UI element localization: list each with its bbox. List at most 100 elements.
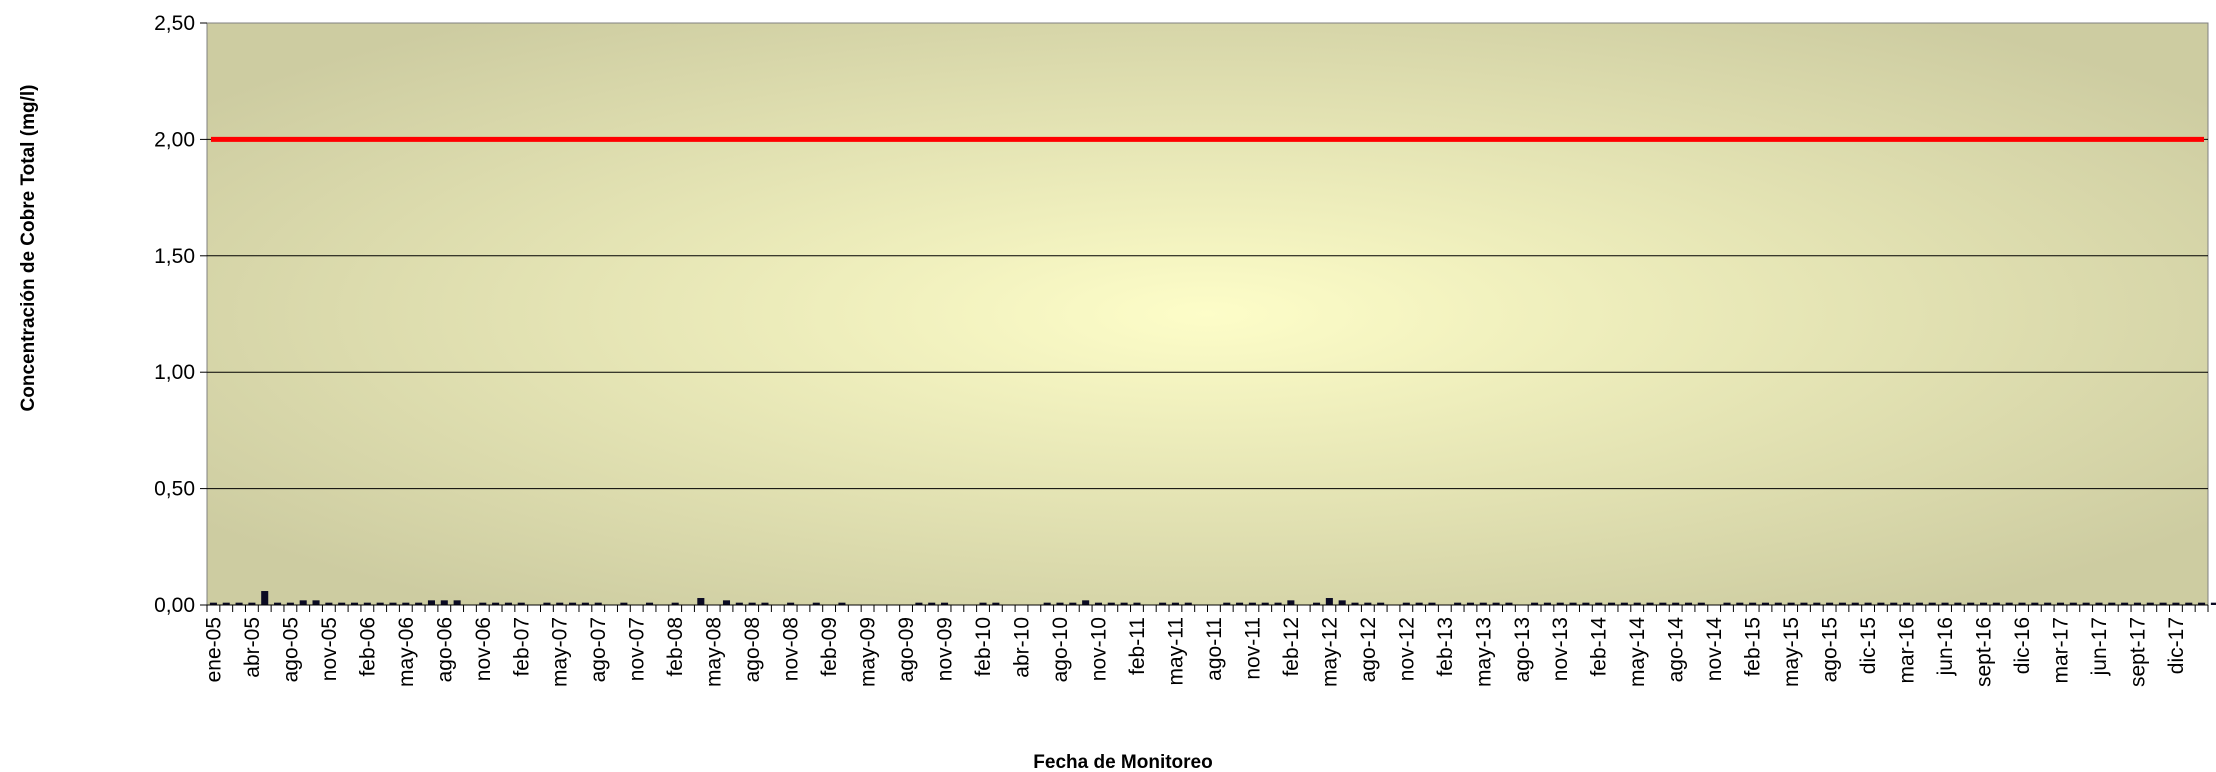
bar (2095, 602, 2103, 605)
bar (1236, 602, 1244, 605)
bar (209, 602, 217, 605)
x-tick-label: may-11 (1164, 617, 1187, 685)
bar (2198, 602, 2206, 605)
x-tick-label: feb-14 (1588, 617, 1611, 677)
bar (1723, 602, 1731, 605)
x-tick-label: abr-10 (1011, 617, 1034, 678)
bar (1107, 602, 1115, 605)
bar (338, 602, 346, 605)
x-tick-label: abr-05 (241, 617, 264, 678)
bar (2159, 602, 2167, 605)
bar (1992, 602, 2000, 605)
bars (209, 591, 2216, 605)
x-tick-label: may-12 (1318, 617, 1341, 687)
y-tick-label: 2,00 (154, 128, 195, 151)
bar (504, 602, 512, 605)
x-tick-label: may-09 (857, 617, 880, 687)
bar (787, 602, 795, 605)
bar (1171, 602, 1179, 605)
bar (697, 598, 705, 605)
bar (1608, 602, 1616, 605)
bar (812, 602, 820, 605)
x-tick-label: sept-17 (2126, 617, 2149, 687)
bar (1338, 600, 1346, 605)
bar (1505, 602, 1513, 605)
x-axis-ticks: ene-05 abr-05 ago-05 nov-05 feb-06 may-06 ago-… (202, 617, 2188, 687)
bar (1761, 602, 1769, 605)
bar (838, 602, 846, 605)
x-tick-label: jun-16 (1934, 617, 1957, 676)
bar (1120, 602, 1128, 605)
y-tick-label: 1,00 (154, 361, 195, 384)
bar (1684, 602, 1693, 605)
bar (1466, 602, 1474, 605)
x-tick-label: ago-05 (279, 617, 302, 682)
bar (1851, 602, 1859, 605)
x-tick-label: ago-07 (587, 617, 610, 682)
bar (1454, 602, 1462, 605)
bar (2108, 602, 2116, 605)
bar (2031, 602, 2039, 605)
bar (1582, 602, 1590, 605)
bar (2133, 602, 2141, 605)
x-tick-label: nov-05 (318, 617, 341, 681)
bar (569, 602, 577, 605)
bar (581, 602, 589, 605)
bar (1313, 602, 1321, 605)
bar (2044, 602, 2052, 605)
bar (2018, 602, 2026, 605)
bar (928, 602, 936, 605)
bar (1402, 602, 1410, 605)
x-tick-label: feb-07 (510, 617, 533, 677)
x-tick-label: feb-09 (818, 617, 841, 677)
bar (2146, 602, 2154, 605)
bar (1659, 602, 1667, 605)
bar (325, 602, 333, 605)
bar (1069, 602, 1077, 605)
bar (1543, 602, 1551, 605)
bar (735, 602, 743, 605)
x-tick-label: dic-15 (1857, 617, 1880, 674)
bar (2082, 602, 2090, 605)
bar (261, 591, 269, 605)
bar (1569, 602, 1577, 605)
bar (1274, 602, 1282, 605)
bar (2069, 602, 2077, 605)
bar (1749, 602, 1757, 605)
x-tick-label: ago-13 (1511, 617, 1534, 682)
bar (1351, 602, 1359, 605)
bar (1043, 602, 1051, 605)
bar (1736, 602, 1744, 605)
bar (2210, 602, 2216, 605)
x-tick-label: nov-13 (1549, 617, 1572, 681)
bar (2185, 602, 2193, 605)
x-tick-label: nov-12 (1395, 617, 1418, 681)
bar (1082, 600, 1090, 605)
bar (1223, 602, 1231, 605)
bar (1556, 602, 1564, 605)
bar (941, 602, 949, 605)
bar (1877, 602, 1885, 605)
bar (2172, 602, 2180, 605)
bar (1633, 602, 1641, 605)
bar (1415, 602, 1423, 605)
bar (492, 602, 500, 605)
bar (1531, 602, 1539, 605)
x-tick-label: ago-08 (741, 617, 764, 682)
x-tick-label: jun-17 (2088, 617, 2111, 676)
bar (1890, 602, 1898, 605)
bar (440, 600, 448, 605)
x-tick-label: nov-11 (1241, 617, 1264, 680)
bar (1056, 602, 1064, 605)
x-tick-label: ago-12 (1357, 617, 1380, 682)
bar (1915, 602, 1923, 605)
x-tick-label: feb-12 (1280, 617, 1303, 677)
bar (1184, 602, 1192, 605)
x-tick-label: sept-16 (1973, 617, 1996, 687)
bar (1287, 600, 1295, 605)
bar (761, 602, 769, 605)
bar (1479, 602, 1487, 605)
bar (389, 602, 397, 605)
bar (1697, 602, 1705, 605)
x-tick-label: nov-07 (626, 617, 649, 681)
